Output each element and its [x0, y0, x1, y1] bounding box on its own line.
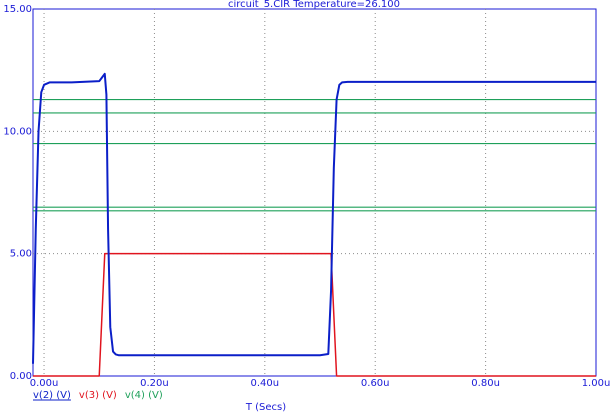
x-tick-label: 0.00u	[30, 378, 59, 389]
x-tick-label: 0.60u	[361, 378, 390, 389]
series-lines	[32, 72, 596, 377]
x-tick-label: 0.80u	[471, 378, 500, 389]
x-tick-label: 0.20u	[140, 378, 169, 389]
legend-entry: v(4) (V)	[125, 390, 163, 401]
series-line-v-2-v	[32, 72, 596, 364]
x-tick-label: 0.40u	[251, 378, 280, 389]
x-axis-label: T (Secs)	[245, 402, 286, 413]
legend-entry: v(3) (V)	[79, 390, 117, 401]
x-tick-labels: 0.00u 0.20u 0.40u 0.60u 0.80u 1.00u	[30, 378, 610, 389]
y-tick-label: 10.00	[3, 126, 32, 137]
legend-entry: v(2) (V)	[33, 390, 71, 401]
y-tick-label: 15.00	[3, 4, 32, 15]
chart-title: circuit_5.CIR Temperature=26.100	[228, 0, 400, 10]
series-line-v-3-v	[33, 252, 596, 377]
y-tick-labels: 0.00 5.00 10.00 15.00	[3, 4, 32, 382]
plot-frame	[32, 8, 597, 377]
x-tick-label: 1.00u	[582, 378, 610, 389]
legend: v(2) (V) v(3) (V) v(4) (V)	[33, 390, 163, 401]
grid-lines	[33, 9, 596, 376]
y-tick-label: 5.00	[10, 249, 32, 260]
y-tick-label: 0.00	[10, 371, 32, 382]
